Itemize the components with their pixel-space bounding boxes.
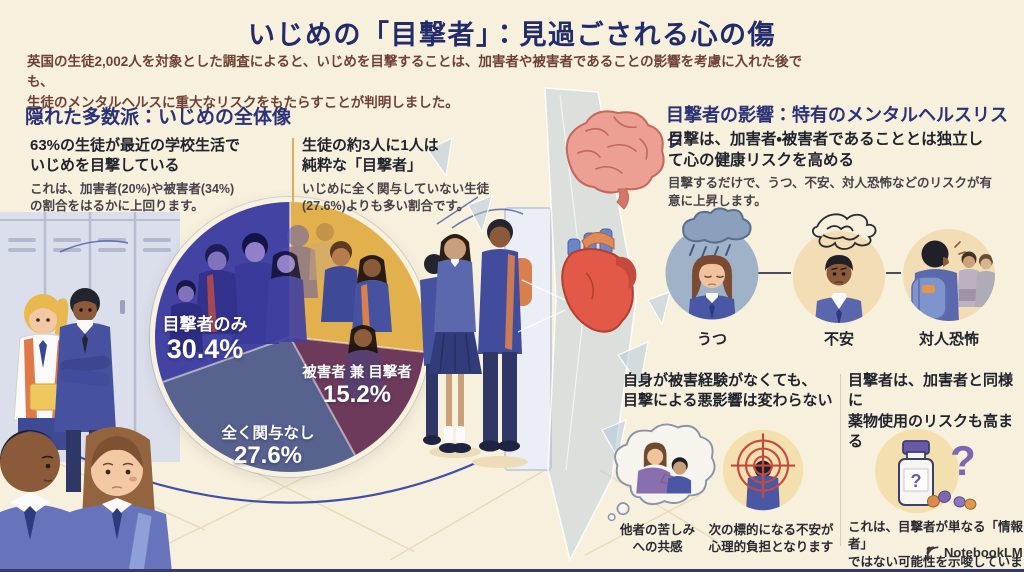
pie-label-not-involved-value: 27.6% bbox=[233, 442, 303, 469]
depression-icon bbox=[664, 207, 760, 323]
panel-divider-line bbox=[840, 374, 841, 546]
pie-label-witness-only-value: 30.4% bbox=[166, 334, 244, 364]
notebooklm-logo-icon bbox=[926, 546, 939, 559]
medication-caption: これは、目撃者が単なる「情報者」 ではない可能性を示唆しています。 bbox=[848, 520, 1024, 572]
pie-label-witness-only: 目撃者のみ 30.4% bbox=[123, 310, 287, 363]
pie-label-victim-witness-value: 15.2% bbox=[322, 381, 392, 408]
heart-icon bbox=[561, 228, 637, 333]
right-section-heading: 目撃者の影響：特有のメンタルヘルスリスク bbox=[666, 105, 1008, 151]
pie-label-not-involved-name: 全く関与なし bbox=[221, 425, 315, 442]
notebooklm-brand-text: NotebookLM bbox=[944, 545, 1023, 560]
crosshair-rings bbox=[730, 433, 796, 498]
page-title: いじめの「目撃者」：見過ごされる心の傷 bbox=[248, 20, 776, 50]
maroon-slice-figure bbox=[343, 325, 383, 398]
student-queue bbox=[420, 219, 532, 468]
stat-block-pure-witness: 生徒の約3人に1人は 純粋な「目撃者」 いじめに全く関与していない生徒 (27.… bbox=[302, 136, 512, 216]
brain-icon bbox=[565, 110, 665, 210]
risk-label-anxiety: 不安 bbox=[823, 331, 854, 348]
bottom-right-heading: 目撃者は、加害者と同様に 薬物使用のリスクも高まる bbox=[848, 372, 1014, 450]
stat-block-witnessed: 63%の生徒が最近の学校生活で いじめを目撃している これは、加害者(20%)や… bbox=[30, 136, 292, 216]
stat-divider-line bbox=[292, 138, 294, 214]
bullying-involvement-pie bbox=[150, 197, 430, 477]
student-crossed-arms-boy bbox=[54, 288, 116, 492]
capsule-pill bbox=[953, 496, 977, 510]
notebooklm-brand: NotebookLM bbox=[925, 545, 1023, 560]
svg-text:?: ? bbox=[950, 437, 976, 484]
social-fear-icon bbox=[899, 227, 999, 323]
stat-pure-witness-body: いじめに全く関与していない生徒 (27.6%)よりも多い割合です。 bbox=[302, 181, 490, 214]
stat-witnessed-body: これは、加害者(20%)や被害者(34%) の割合をはるかに上回ります。 bbox=[30, 181, 235, 214]
pie-label-victim-witness-name: 被害者 兼 目撃者 bbox=[302, 365, 412, 381]
page-subtitle: 英国の生徒2,002人を対象とした調査によると、いじめを目撃することは、加害者や… bbox=[27, 54, 803, 110]
target-caption: 次の標的になる不安が 心理的負担となります bbox=[708, 523, 834, 555]
connector-line bbox=[757, 272, 791, 274]
risk-label-depression: うつ bbox=[696, 331, 727, 348]
right-section-claim: 目撃は、加害者・被害者であることとは独立し て心の健康リスクを高める bbox=[668, 131, 984, 169]
boy-looking-back bbox=[911, 240, 959, 321]
stat-witnessed-title: 63%の生徒が最近の学校生活で いじめを目撃している bbox=[30, 137, 241, 174]
bottom-edge-bar bbox=[0, 569, 1024, 572]
medication-bottle-icon: ? ? bbox=[873, 427, 985, 513]
foreground-students bbox=[0, 426, 172, 572]
rain-cloud-icon bbox=[682, 207, 752, 258]
pie-label-not-involved: 全く関与なし 27.6% bbox=[186, 421, 350, 469]
pie-label-victim-witness: 被害者 兼 目撃者 15.2% bbox=[275, 361, 439, 408]
empathy-thought-bubble-icon bbox=[602, 418, 716, 522]
risk-label-social-fear: 対人恐怖 bbox=[918, 331, 979, 348]
hallway-door bbox=[504, 207, 552, 471]
yellow-slice-figures bbox=[309, 223, 392, 332]
left-section-heading: 隠れた多数派：いじめの全体像 bbox=[25, 107, 292, 128]
connector-line bbox=[886, 272, 901, 274]
svg-text:?: ? bbox=[911, 471, 922, 491]
bottom-left-heading: 自身が被害経験がなくても、 目撃による悪影響は変わらない bbox=[623, 372, 833, 410]
stat-pure-witness-title: 生徒の約3人に1人は 純粋な「目撃者」 bbox=[302, 137, 439, 174]
empathy-caption: 他者の苦しみ への共感 bbox=[619, 523, 695, 555]
whispering-students bbox=[957, 251, 995, 307]
pie-inner-illustration bbox=[162, 202, 425, 456]
pie-label-witness-only-name: 目撃者のみ bbox=[162, 315, 248, 334]
right-section-detail: 目撃するだけで、うつ、不安、対人恐怖などのリスクが有 意に上昇します。 bbox=[668, 176, 993, 208]
anxiety-icon bbox=[789, 211, 889, 323]
student-blonde-girl bbox=[13, 294, 73, 450]
capsule-pill bbox=[926, 490, 952, 508]
target-icon bbox=[721, 428, 805, 512]
scribble-icon bbox=[812, 213, 877, 250]
